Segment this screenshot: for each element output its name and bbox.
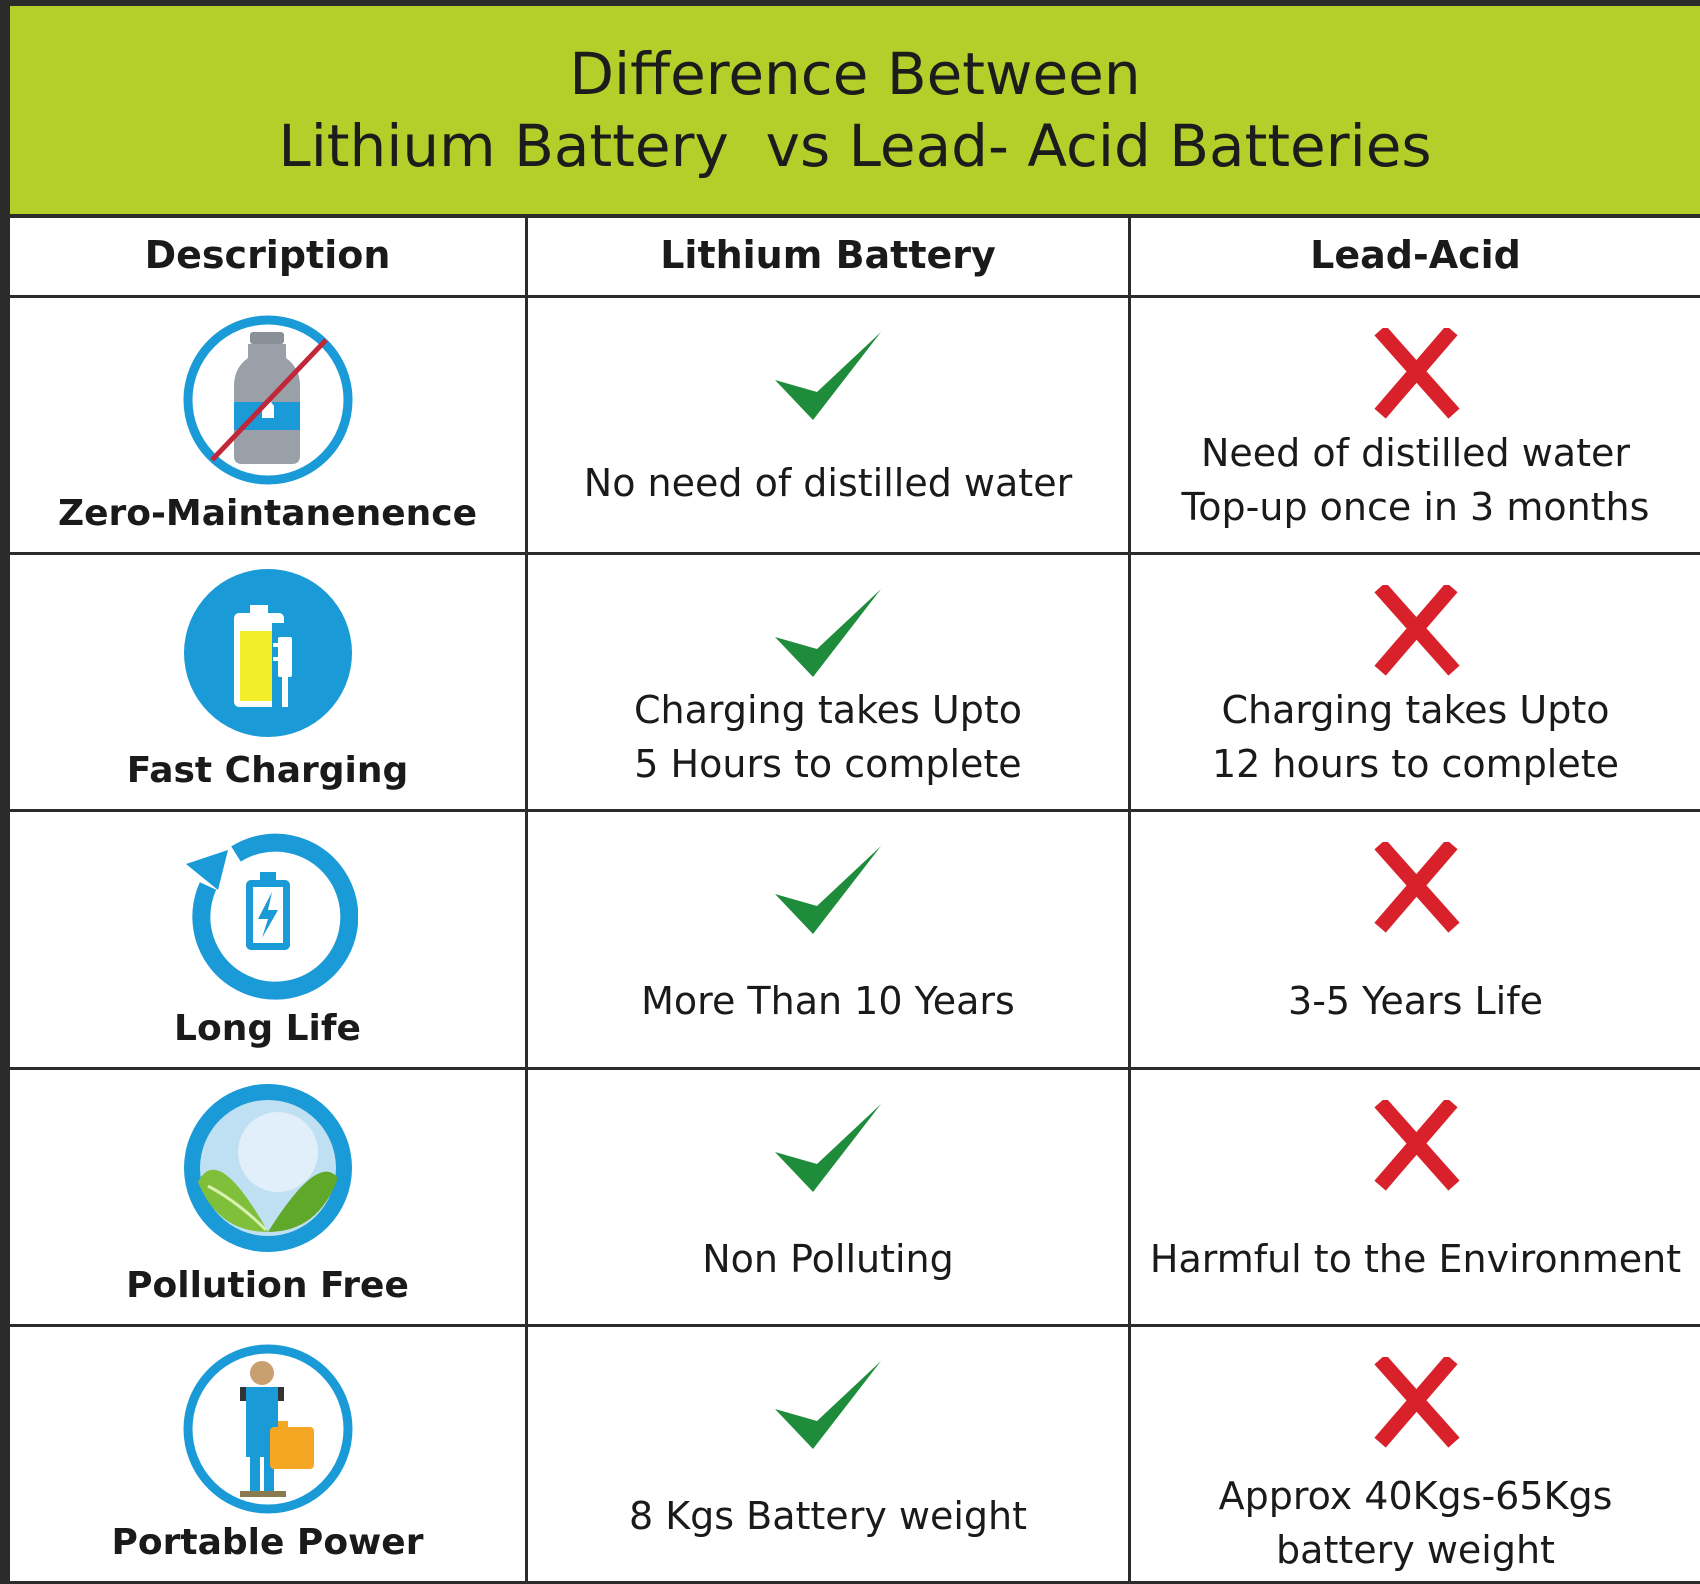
cell-text-line-2: battery weight — [1276, 1527, 1555, 1572]
cell-text-line-1: Charging takes Upto — [634, 688, 1022, 733]
table-cell-lead-acid: Harmful to the Environment — [1131, 1070, 1700, 1327]
table-cell-lead-acid: Charging takes Upto 12 hours to complete — [1131, 555, 1700, 813]
cross-icon — [1373, 842, 1460, 933]
table-cell-lead-acid: 3-5 Years Life — [1131, 812, 1700, 1070]
cell-text: Non Polluting — [702, 1236, 954, 1281]
cell-text: No need of distilled water — [583, 461, 1073, 505]
check-icon — [775, 846, 881, 935]
header-description: Description — [10, 214, 528, 298]
table-cell-lithium: No need of distilled water — [528, 298, 1131, 556]
row-label: Portable Power — [111, 1521, 424, 1563]
cell-text-line-1: Need of distilled water — [1201, 431, 1630, 475]
header-lead-acid: Lead-Acid — [1131, 214, 1700, 298]
cell-text-line-2: 5 Hours to complete — [634, 742, 1022, 787]
title-line-1: Difference Between — [569, 40, 1141, 108]
cell-text-line-2: 12 hours to complete — [1211, 742, 1620, 787]
title-banner: Difference Between Lithium Battery vs Le… — [10, 6, 1700, 218]
table-cell-lithium: Charging takes Upto 5 Hours to complete — [528, 555, 1131, 813]
globe-leaves-icon — [183, 1083, 352, 1252]
check-icon — [775, 1360, 881, 1449]
row-label: Fast Charging — [126, 750, 409, 792]
row-label: Zero-Maintanenence — [57, 493, 477, 535]
cell-text-line-1: Approx 40Kgs-65Kgs — [1218, 1473, 1613, 1518]
cell-text: 3-5 Years Life — [1288, 979, 1543, 1024]
cell-text: Approx 40Kgs-65Kgs battery weight — [1131, 1469, 1700, 1577]
table-row-description: Zero-Maintanenence — [10, 298, 528, 556]
cross-icon — [1373, 1099, 1460, 1191]
table-cell-lithium: 8 Kgs Battery weight — [528, 1326, 1131, 1584]
cell-text: Need of distilled water Top-up once in 3… — [1131, 426, 1700, 534]
row-label: Long Life — [174, 1007, 361, 1049]
row-label: Pollution Free — [126, 1264, 409, 1306]
header-lithium: Lithium Battery — [528, 214, 1131, 298]
cell-text: 8 Kgs Battery weight — [628, 1493, 1028, 1538]
cross-icon — [1373, 1356, 1460, 1448]
cell-text: Charging takes Upto 5 Hours to complete — [528, 683, 1128, 791]
cell-text: Harmful to the Environment — [1149, 1236, 1682, 1281]
table-cell-lead-acid: Approx 40Kgs-65Kgs battery weight — [1131, 1327, 1700, 1584]
title-line-2: Lithium Battery vs Lead- Acid Batteries — [278, 112, 1432, 180]
check-icon — [775, 332, 881, 420]
table-row-description: Pollution Free — [10, 1069, 528, 1327]
table-cell-lithium: More Than 10 Years — [528, 812, 1131, 1070]
table-row-description: Long Life — [10, 812, 528, 1070]
cell-text-line-1: Charging takes Upto — [1221, 688, 1610, 733]
battery-plug-icon — [183, 569, 352, 738]
cell-text: Charging takes Upto 12 hours to complete — [1131, 683, 1700, 791]
cell-text-line-2: Top-up once in 3 months — [1181, 485, 1650, 529]
table-cell-lithium: Non Polluting — [528, 1069, 1131, 1327]
check-icon — [775, 589, 881, 678]
check-icon — [775, 1103, 881, 1192]
no-water-bottle-icon — [183, 315, 352, 485]
table-cell-lead-acid: Need of distilled water Top-up once in 3… — [1131, 298, 1700, 556]
battery-cycle-icon — [185, 834, 358, 1001]
comparison-table: Description Lithium Battery Lead-Acid Ze… — [10, 214, 1700, 1584]
cross-icon — [1373, 328, 1460, 419]
table-row-description: Portable Power — [10, 1326, 528, 1584]
cross-icon — [1373, 585, 1460, 676]
table-row-description: Fast Charging — [10, 555, 528, 813]
cell-text: More Than 10 Years — [641, 979, 1015, 1024]
person-carrying-battery-icon — [183, 1344, 352, 1514]
